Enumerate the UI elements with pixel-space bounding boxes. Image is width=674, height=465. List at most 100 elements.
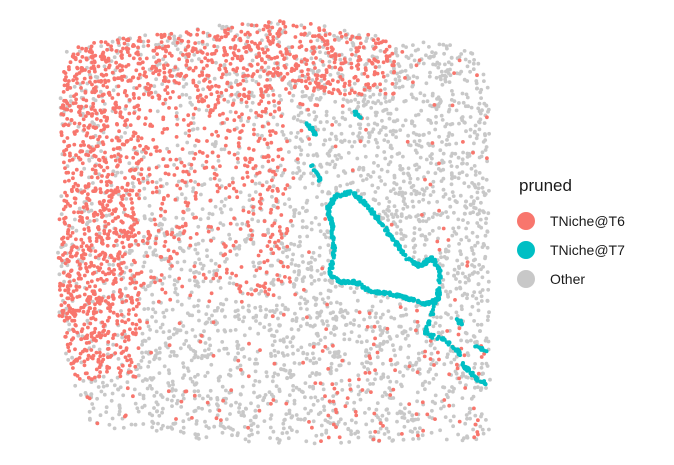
point-tniche-t6 — [119, 312, 124, 317]
point-other — [348, 321, 353, 325]
point-tniche-t6 — [253, 164, 258, 168]
point-other — [293, 311, 297, 316]
point-other — [375, 110, 379, 115]
point-other — [303, 94, 308, 98]
point-other — [397, 78, 402, 83]
point-tniche-t6 — [81, 309, 86, 314]
point-other — [320, 397, 325, 401]
point-tniche-t6 — [174, 417, 178, 421]
point-other — [365, 116, 370, 121]
point-tniche-t6 — [288, 279, 292, 284]
point-other — [419, 108, 424, 113]
point-other — [417, 143, 421, 148]
point-other — [439, 255, 443, 260]
point-other — [237, 244, 242, 248]
point-tniche-t6 — [136, 243, 141, 247]
point-tniche-t6 — [74, 284, 79, 289]
point-other — [274, 329, 279, 334]
point-tniche-t6 — [234, 110, 238, 115]
point-tniche-t6 — [187, 172, 191, 177]
point-tniche-t6 — [70, 297, 75, 302]
point-other — [321, 387, 326, 392]
point-tniche-t6 — [247, 116, 251, 120]
point-other — [411, 368, 415, 372]
point-other — [187, 151, 192, 155]
point-other — [141, 44, 146, 49]
point-tniche-t6 — [105, 318, 110, 323]
point-tniche-t6 — [68, 86, 73, 90]
point-tniche-t6 — [138, 57, 142, 61]
point-tniche-t6 — [306, 72, 310, 77]
point-other — [330, 145, 335, 150]
point-tniche-t6 — [305, 58, 309, 63]
point-tniche-t6 — [82, 336, 87, 341]
point-tniche-t6 — [78, 113, 83, 117]
point-tniche-t6 — [168, 157, 173, 162]
point-other — [194, 269, 199, 274]
point-tniche-t6 — [271, 74, 275, 78]
point-other — [141, 179, 146, 184]
point-tniche-t6 — [258, 206, 263, 211]
point-tniche-t6 — [148, 152, 153, 157]
point-tniche-t6 — [380, 70, 385, 75]
point-other — [311, 361, 316, 366]
point-tniche-t6 — [85, 297, 90, 302]
point-tniche-t6 — [116, 163, 120, 168]
point-other — [407, 343, 411, 348]
point-other — [215, 397, 220, 402]
point-other — [393, 77, 398, 82]
point-other — [367, 406, 371, 411]
point-other — [326, 258, 331, 263]
point-tniche-t6 — [124, 299, 129, 303]
point-other — [391, 187, 396, 192]
point-other — [205, 370, 210, 375]
point-tniche-t6 — [461, 140, 465, 144]
point-other — [88, 416, 92, 421]
point-other — [296, 272, 301, 277]
point-other — [208, 177, 213, 181]
point-tniche-t6 — [120, 319, 124, 323]
point-tniche-t6 — [56, 256, 61, 260]
point-other — [392, 348, 396, 353]
point-tniche-t6 — [149, 90, 154, 95]
point-other — [185, 208, 190, 212]
point-tniche-t6 — [241, 74, 246, 79]
point-tniche-t6 — [342, 84, 347, 89]
point-other — [455, 314, 460, 318]
point-tniche-t6 — [84, 48, 88, 53]
point-other — [403, 202, 407, 207]
point-other — [289, 261, 294, 266]
point-tniche-t6 — [485, 156, 489, 161]
point-tniche-t6 — [265, 187, 270, 192]
point-tniche-t6 — [122, 329, 127, 334]
point-other — [424, 186, 429, 191]
point-other — [326, 323, 330, 328]
point-other — [382, 432, 387, 436]
point-tniche-t6 — [265, 35, 270, 40]
point-tniche-t6 — [112, 258, 116, 263]
point-other — [388, 160, 393, 164]
point-other — [373, 137, 378, 142]
point-tniche-t6 — [167, 70, 172, 74]
point-other — [393, 362, 398, 367]
point-tniche-t6 — [270, 232, 275, 237]
point-tniche-t6 — [137, 96, 141, 100]
point-tniche-t6 — [91, 311, 96, 316]
point-tniche-t6 — [124, 346, 129, 351]
point-other — [296, 166, 301, 170]
point-other — [381, 312, 385, 317]
point-tniche-t6 — [265, 244, 270, 249]
point-tniche-t6 — [327, 90, 331, 95]
point-tniche-t6 — [104, 206, 108, 211]
point-other — [393, 191, 398, 196]
point-other — [170, 398, 174, 403]
point-tniche-t6 — [84, 98, 89, 103]
point-tniche-t6 — [260, 65, 264, 70]
point-other — [181, 419, 186, 424]
point-other — [398, 219, 403, 224]
point-tniche-t6 — [214, 416, 219, 421]
point-tniche-t6 — [109, 180, 113, 185]
point-other — [450, 133, 455, 137]
point-other — [181, 361, 186, 365]
point-tniche-t6 — [232, 127, 237, 132]
